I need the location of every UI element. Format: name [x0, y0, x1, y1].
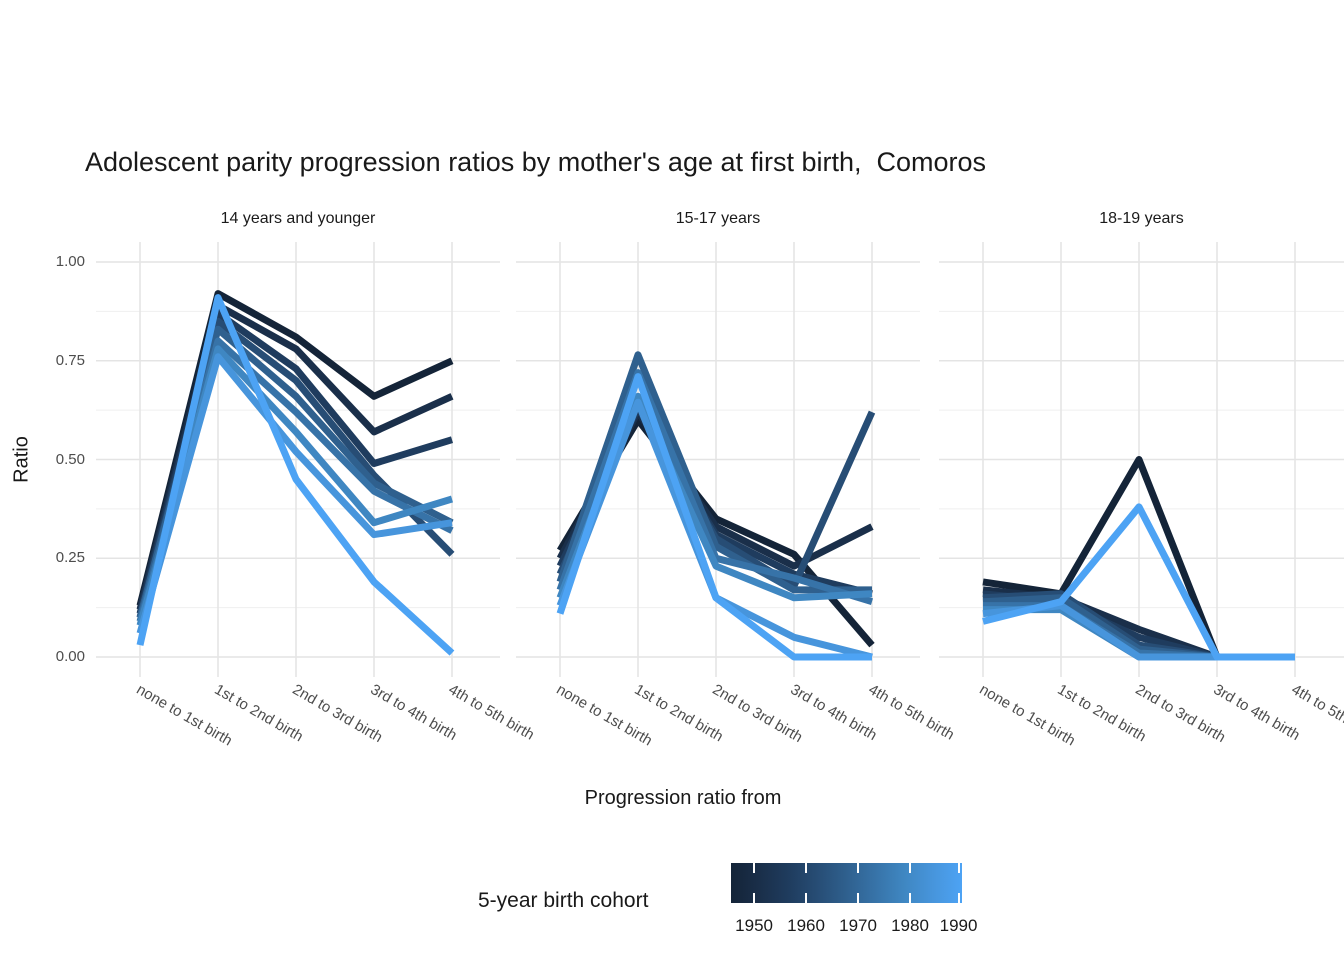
cohort-line-1950 [982, 456, 1221, 659]
colorbar-tick [857, 863, 860, 873]
cohort-line-1970 [556, 351, 872, 594]
facet-strip-14-and-younger: 14 years and younger [220, 210, 376, 227]
x-axis-title: Progression ratio from [584, 787, 782, 809]
colorbar-tick [753, 863, 756, 873]
facet-panel-15-17 [516, 242, 920, 677]
legend-title: 5-year birth cohort [478, 889, 649, 912]
colorbar-tick [805, 893, 808, 903]
facet-panel-18-19 [939, 242, 1344, 677]
cohort-line-1985 [136, 353, 453, 635]
x-tick-label: 4th to 5th birth [865, 681, 958, 744]
cohort-line-1990 [982, 503, 1295, 661]
colorbar-tick [957, 863, 960, 873]
x-tick-label: 4th to 5th birth [445, 681, 538, 744]
colorbar-tick [857, 893, 860, 903]
chart-title: Adolescent parity progression ratios by … [85, 147, 987, 177]
legend-tick-label: 1950 [735, 916, 773, 935]
legend-tick-label: 1980 [891, 916, 929, 935]
colorbar-tick [909, 863, 912, 873]
legend-colorbar [731, 863, 962, 903]
y-tick-label: 1.00 [55, 253, 85, 270]
colorbar-tick [909, 893, 912, 903]
legend-tick-label: 1990 [939, 916, 978, 935]
legend-tick-label: 1960 [787, 916, 825, 935]
cohort-line-1990 [556, 373, 872, 661]
x-tick-label: 4th to 5th birth [1288, 681, 1344, 744]
cohort-line-1990 [136, 294, 455, 656]
y-tick-label: 0.75 [55, 351, 85, 369]
colorbar-tick [957, 893, 960, 903]
y-tick-label: 0.25 [55, 549, 85, 567]
facet-strip-18-19: 18-19 years [1099, 210, 1184, 227]
facet-strip-15-17: 15-17 years [675, 210, 761, 227]
legend-tick-label: 1970 [839, 916, 877, 935]
colorbar-tick [753, 893, 756, 903]
facet-panel-14-and-younger [96, 242, 500, 677]
colorbar-tick [805, 863, 808, 873]
y-tick-label: 0.50 [55, 450, 85, 468]
y-tick-label: 0.00 [55, 648, 85, 665]
y-axis-title: Ratio [10, 436, 33, 483]
